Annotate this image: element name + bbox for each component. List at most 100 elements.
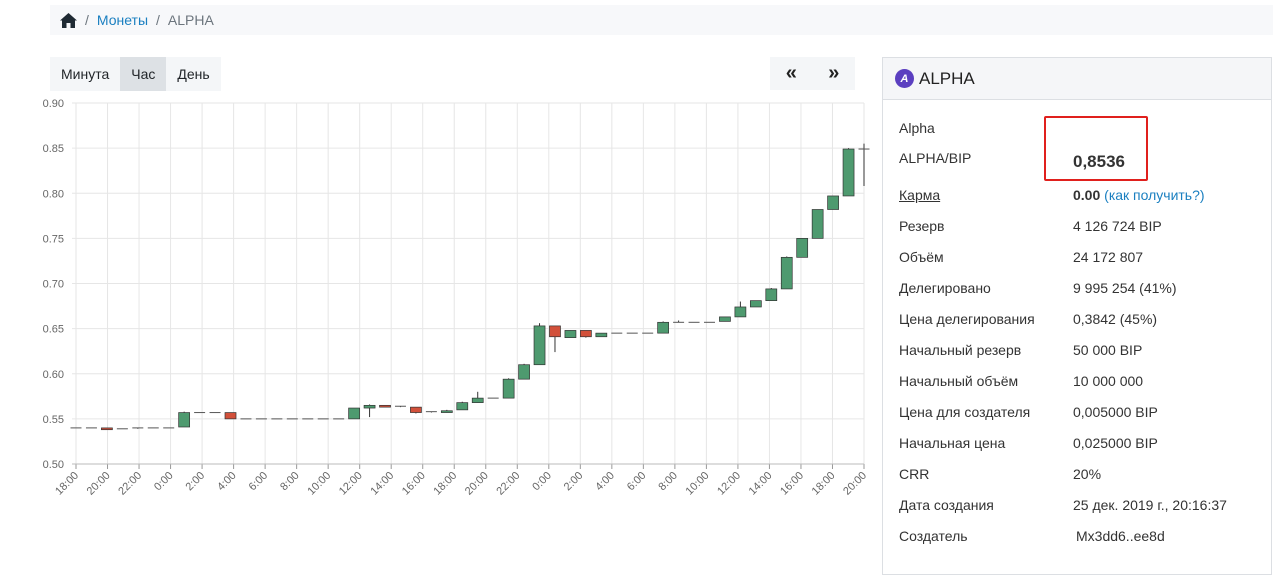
candle-body <box>410 406 422 413</box>
breadcrumb: / Монеты / ALPHA <box>50 5 1273 35</box>
field-label: Начальная цена <box>899 435 1006 451</box>
karma-label[interactable]: Карма <box>899 187 941 203</box>
coin-logo: A <box>895 69 914 88</box>
y-tick-label: 0.65 <box>43 324 64 336</box>
x-tick-label: 0:00 <box>152 470 176 494</box>
field-value: 24 172 807 <box>1073 249 1144 265</box>
field-label: Цена для создателя <box>899 404 1031 420</box>
x-tick-label: 20:00 <box>841 470 869 498</box>
candle-body <box>178 412 191 428</box>
price-value: 0,8536 <box>1073 152 1125 171</box>
x-tick-label: 20:00 <box>85 470 113 498</box>
field-value: 25 дек. 2019 г., 20:16:37 <box>1073 497 1227 513</box>
price-highlight-box <box>1044 116 1148 181</box>
field-value: 20% <box>1073 466 1102 482</box>
candle-body <box>780 256 793 290</box>
coin-info-panel: A ALPHA Alpha ALPHA/BIP 0,8536 Карма 0.0… <box>882 57 1272 575</box>
candle-body <box>456 402 469 411</box>
y-tick-label: 0.80 <box>43 188 64 200</box>
field-label: Начальный резерв <box>899 342 1022 358</box>
field-value: 0,3842 (45%) <box>1073 311 1158 327</box>
period-hour-button[interactable]: Час <box>120 57 167 91</box>
candle-body <box>842 148 855 197</box>
karma-value-group: 0.00 (как получить?) <box>1073 187 1205 203</box>
field-value: 0,005000 BIP <box>1073 404 1158 420</box>
breadcrumb-separator: / <box>156 12 160 28</box>
creator-address-link[interactable]: Mx3dd6..ee8d <box>1076 528 1165 544</box>
x-tick-label: 20:00 <box>463 470 491 498</box>
y-tick-label: 0.55 <box>43 414 64 426</box>
home-icon[interactable] <box>60 12 77 28</box>
next-button[interactable]: » <box>828 62 840 84</box>
field-value: 4 126 724 BIP <box>1073 218 1162 234</box>
prev-button[interactable]: « <box>785 62 797 84</box>
field-value: 0,025000 BIP <box>1073 435 1158 451</box>
y-tick-label: 0.85 <box>43 143 64 155</box>
y-tick-label: 0.75 <box>43 233 64 245</box>
coin-name: Alpha <box>899 120 935 136</box>
x-tick-label: 14:00 <box>747 470 775 498</box>
x-tick-label: 22:00 <box>116 470 144 498</box>
breadcrumb-coins-link[interactable]: Монеты <box>96 12 149 28</box>
price-chart: 0.50 0.55 0.60 0.65 0.70 0.75 0.80 0.85 0.90 18:0… <box>43 98 870 498</box>
x-tick-label: 16:00 <box>778 470 806 498</box>
y-tick-label: 0.60 <box>43 369 64 381</box>
x-tick-label: 22:00 <box>494 470 522 498</box>
karma-link-open: ( <box>1104 187 1109 203</box>
x-tick-label: 6:00 <box>625 470 649 494</box>
panel-header: A ALPHA <box>883 58 1271 100</box>
field-label: Начальный объём <box>899 373 1019 389</box>
x-tick-label: 2:00 <box>562 470 586 494</box>
candle-body <box>827 195 839 210</box>
candle-body <box>440 410 453 413</box>
candle-body <box>348 407 360 420</box>
x-tick-label: 8:00 <box>656 470 680 494</box>
candle-body <box>533 325 546 366</box>
karma-value: 0.00 <box>1073 187 1101 203</box>
candle-body <box>595 332 608 338</box>
karma-how-link[interactable]: как получить? <box>1108 187 1200 203</box>
x-tick-label: 6:00 <box>247 470 271 494</box>
field-label: Объём <box>899 249 944 265</box>
candle-body <box>580 330 592 338</box>
period-selector: Минута Час День <box>50 57 221 91</box>
x-tick-label: 10:00 <box>684 470 712 498</box>
field-value: 50 000 BIP <box>1073 342 1143 358</box>
field-label: Делегировано <box>899 280 991 296</box>
candle-body <box>471 397 484 403</box>
candle-body <box>101 427 113 431</box>
x-tick-label: 18:00 <box>431 470 459 498</box>
candle-body <box>518 364 530 380</box>
karma-link-close: ) <box>1199 187 1205 203</box>
breadcrumb-current: ALPHA <box>167 12 214 28</box>
y-tick-label: 0.90 <box>43 98 64 110</box>
field-label: CRR <box>899 466 930 482</box>
candle-body <box>811 209 824 239</box>
y-tick-label: 0.50 <box>43 459 64 471</box>
x-tick-label: 14:00 <box>368 470 396 498</box>
field-value: 10 000 000 <box>1073 373 1144 389</box>
x-tick-label: 8:00 <box>278 470 302 494</box>
panel-title: ALPHA <box>919 68 975 88</box>
chart-navigation: « » <box>770 57 855 90</box>
period-minute-button[interactable]: Минута <box>50 57 121 91</box>
x-tick-label: 12:00 <box>715 470 743 498</box>
candle-body <box>564 330 577 338</box>
x-tick-label: 18:00 <box>810 470 838 498</box>
field-label: Цена делегирования <box>899 311 1035 327</box>
period-day-button[interactable]: День <box>166 57 221 91</box>
x-tick-label: 16:00 <box>400 470 428 498</box>
candle-body <box>502 378 515 399</box>
candle-body <box>657 321 669 334</box>
creator-label: Создатель <box>899 528 968 544</box>
x-tick-label: 2:00 <box>184 470 208 494</box>
candle-body <box>363 404 376 409</box>
candle-body <box>765 288 778 301</box>
breadcrumb-separator: / <box>85 12 89 28</box>
field-label: Дата создания <box>899 497 994 513</box>
x-tick-label: 0:00 <box>530 470 554 494</box>
candle-body <box>379 404 391 408</box>
field-value: 9 995 254 (41%) <box>1073 280 1177 296</box>
pair-label: ALPHA/BIP <box>899 150 972 166</box>
field-label: Резерв <box>899 218 945 234</box>
